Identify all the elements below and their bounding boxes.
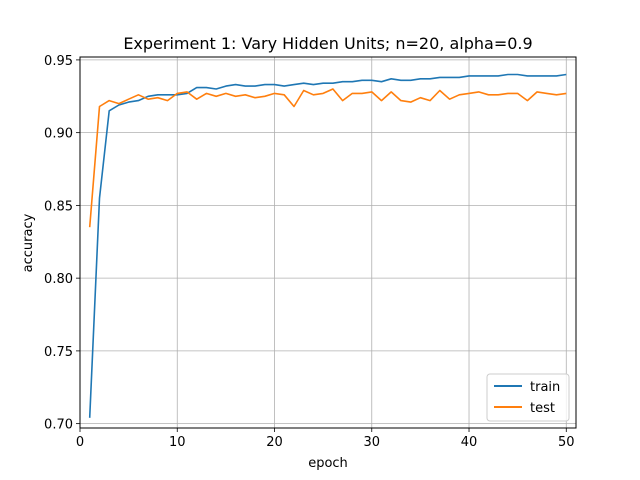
x-tick-label: 20: [266, 435, 283, 450]
x-axis-label: epoch: [308, 456, 348, 471]
x-tick-label: 10: [169, 435, 186, 450]
y-tick-label: 0.75: [44, 345, 73, 360]
legend: train test: [486, 373, 570, 422]
plot-area-frame: [79, 56, 577, 429]
legend-label-test: test: [530, 401, 555, 416]
series-layer: [88, 73, 567, 418]
x-tick-label: 30: [363, 435, 380, 450]
chart-title: Experiment 1: Vary Hidden Units; n=20, a…: [123, 34, 532, 53]
y-tick-label: 0.70: [44, 418, 73, 433]
x-tick-label: 40: [461, 435, 478, 450]
y-tick-label: 0.85: [44, 199, 73, 214]
tick-layer: 0 10 20 30 40 50 0.70 0.75 0.80 0.85 0.90 0.95: [44, 54, 575, 450]
legend-label-train: train: [530, 380, 560, 395]
series-line-test: [88, 88, 567, 228]
x-tick-label: 0: [76, 435, 84, 450]
y-axis-label: accuracy: [21, 213, 36, 272]
grid-layer: [79, 57, 576, 428]
y-tick-label: 0.95: [44, 54, 73, 69]
series-line-train: [88, 73, 567, 418]
y-tick-label: 0.90: [44, 127, 73, 142]
x-tick-label: 50: [558, 435, 575, 450]
y-tick-label: 0.80: [44, 272, 73, 287]
